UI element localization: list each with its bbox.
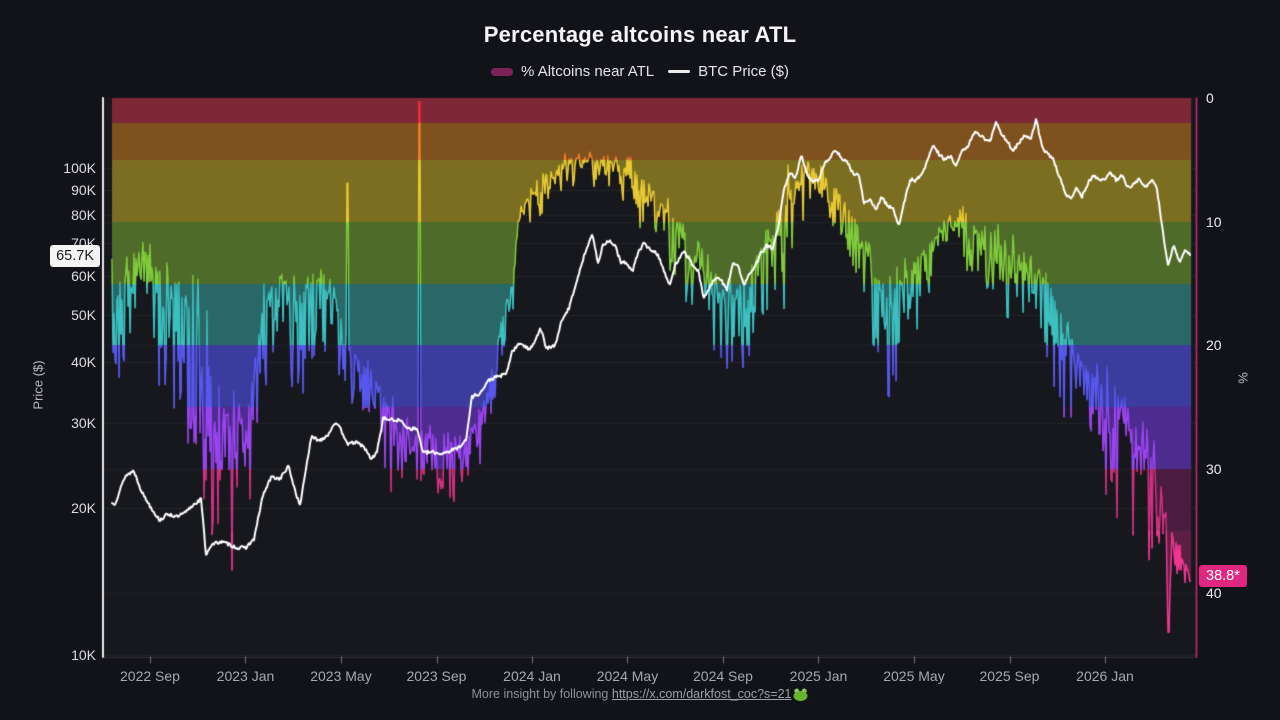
right-axis-tick-10: 10 xyxy=(1206,213,1222,230)
legend-label-btc: BTC Price ($) xyxy=(698,63,789,80)
page-title: Percentage altcoins near ATL xyxy=(483,22,797,47)
footer-note: More insight by following https://x.com/… xyxy=(0,687,1280,704)
left-axis-tick-30K: 30K xyxy=(71,414,96,431)
x-axis-tick-2022-Sep: 2022 Sep xyxy=(120,668,180,684)
legend-label-altcoins: % Altcoins near ATL xyxy=(521,63,655,80)
left-axis-tick-40K: 40K xyxy=(71,353,96,370)
frog-icon xyxy=(793,688,808,704)
left-axis-tick-80K: 80K xyxy=(71,207,96,224)
current-altcoin-pct-badge: 38.8* xyxy=(1199,564,1247,587)
x-axis-tick-2023-Sep: 2023 Sep xyxy=(406,668,467,684)
right-axis-tick-40: 40 xyxy=(1206,584,1222,601)
x-axis-tick-2026-Jan: 2026 Jan xyxy=(1076,668,1134,684)
chart-legend: % Altcoins near ATL BTC Price ($) xyxy=(0,63,1280,80)
right-axis-tick-20: 20 xyxy=(1206,337,1222,354)
current-btc-price-badge: 65.7K xyxy=(50,244,100,267)
left-axis-tick-20K: 20K xyxy=(71,500,96,517)
btc-line-swatch-icon xyxy=(668,70,691,73)
right-axis-tick-30: 30 xyxy=(1206,461,1222,478)
x-axis-tick-2023-May: 2023 May xyxy=(310,668,372,684)
x-axis-tick-2024-Jan: 2024 Jan xyxy=(503,668,561,684)
footer-x-profile-link[interactable]: https://x.com/darkfost_coc?s=21 xyxy=(611,687,792,701)
altcoins-series-swatch-icon xyxy=(491,67,514,76)
left-axis-tick-90K: 90K xyxy=(71,182,96,199)
left-axis-tick-10K: 10K xyxy=(71,647,96,663)
left-axis-tick-50K: 50K xyxy=(71,306,96,323)
right-axis-title: % xyxy=(1235,372,1251,384)
left-axis-tick-60K: 60K xyxy=(71,268,96,285)
x-axis-tick-2024-Sep: 2024 Sep xyxy=(693,668,753,684)
x-axis-tick-2023-Jan: 2023 Jan xyxy=(216,668,275,684)
legend-item-btc: BTC Price ($) xyxy=(668,63,789,80)
legend-item-altcoins: % Altcoins near ATL xyxy=(491,63,654,80)
left-axis-tick-100K: 100K xyxy=(63,160,96,176)
x-axis-tick-2025-Jan: 2025 Jan xyxy=(789,668,848,684)
x-axis-tick-2024-May: 2024 May xyxy=(596,668,659,684)
right-axis-tick-0: 0 xyxy=(1206,90,1214,106)
footer-text: More insight by following xyxy=(471,687,612,701)
x-axis-tick-2025-Sep: 2025 Sep xyxy=(979,668,1040,684)
x-axis-tick-2025-May: 2025 May xyxy=(883,668,945,684)
